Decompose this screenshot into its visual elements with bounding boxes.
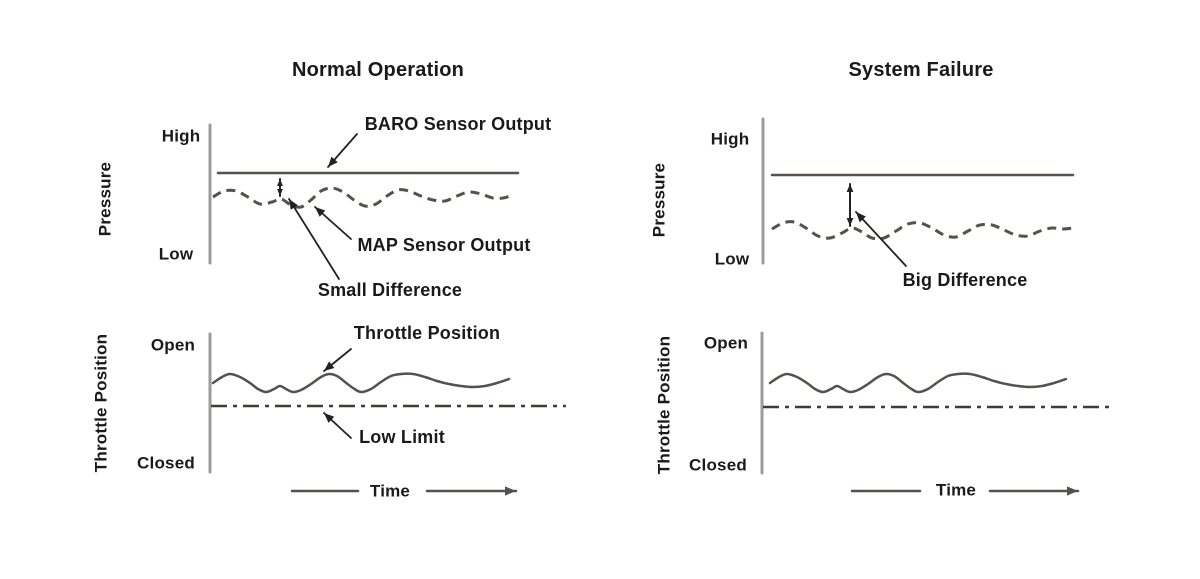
normal-map-pointer-head: [315, 207, 326, 217]
failure-pressure-low-label: Low: [714, 249, 750, 269]
normal-operation-title: Normal Operation: [291, 59, 465, 81]
low-limit-label: Low Limit: [359, 427, 445, 447]
small-difference-label: Small Difference: [317, 280, 463, 300]
big-difference-label: Big Difference: [902, 270, 1028, 290]
normal-time-label: Time: [369, 481, 411, 501]
failure-map-curve: [771, 220, 1074, 241]
throttle-position-annotation-label: Throttle Position: [353, 323, 501, 343]
failure-throttle-closed-label: Closed: [689, 455, 747, 475]
normal-throttle-closed-label: Closed: [137, 453, 195, 473]
normal-throttle-pointer-head: [324, 361, 335, 371]
normal-throttle-curve: [211, 372, 511, 394]
failure-bigdiff-pointer: [855, 211, 907, 267]
failure-throttle-open-label: Open: [703, 333, 749, 353]
failure-bigdiff-pointer-head: [856, 212, 866, 223]
normal-pressure-high-label: High: [161, 126, 201, 146]
failure-difference-arrow-start-head: [846, 184, 854, 192]
failure-pressure-axis-label: Pressure: [649, 162, 669, 238]
failure-throttle-curve: [768, 372, 1068, 394]
normal-throttle-axis-label: Throttle Position: [91, 333, 111, 473]
normal-pressure-low-label: Low: [158, 244, 194, 264]
baro-sensor-output-label: BARO Sensor Output: [364, 114, 552, 134]
map-sensor-output-label: MAP Sensor Output: [357, 235, 531, 255]
normal-difference-arrow-start-head: [277, 179, 283, 186]
normal-throttle-open-label: Open: [150, 335, 196, 355]
failure-difference-arrow-head: [846, 218, 854, 226]
normal-lowlimit-pointer-head: [324, 413, 335, 423]
failure-time-arrow-head: [1067, 486, 1078, 496]
normal-smalldiff-pointer: [288, 198, 340, 280]
normal-smalldiff-pointer-head: [289, 199, 298, 210]
normal-baro-pointer-head: [328, 156, 338, 167]
failure-pressure-high-label: High: [710, 129, 750, 149]
normal-difference-arrow-head: [277, 189, 283, 196]
normal-map-curve: [212, 186, 511, 209]
normal-time-arrow-head: [505, 486, 516, 496]
normal-pressure-axis-label: Pressure: [95, 161, 115, 237]
failure-throttle-axis-label: Throttle Position: [654, 335, 674, 475]
system-failure-title: System Failure: [848, 59, 994, 81]
failure-time-label: Time: [935, 480, 977, 500]
